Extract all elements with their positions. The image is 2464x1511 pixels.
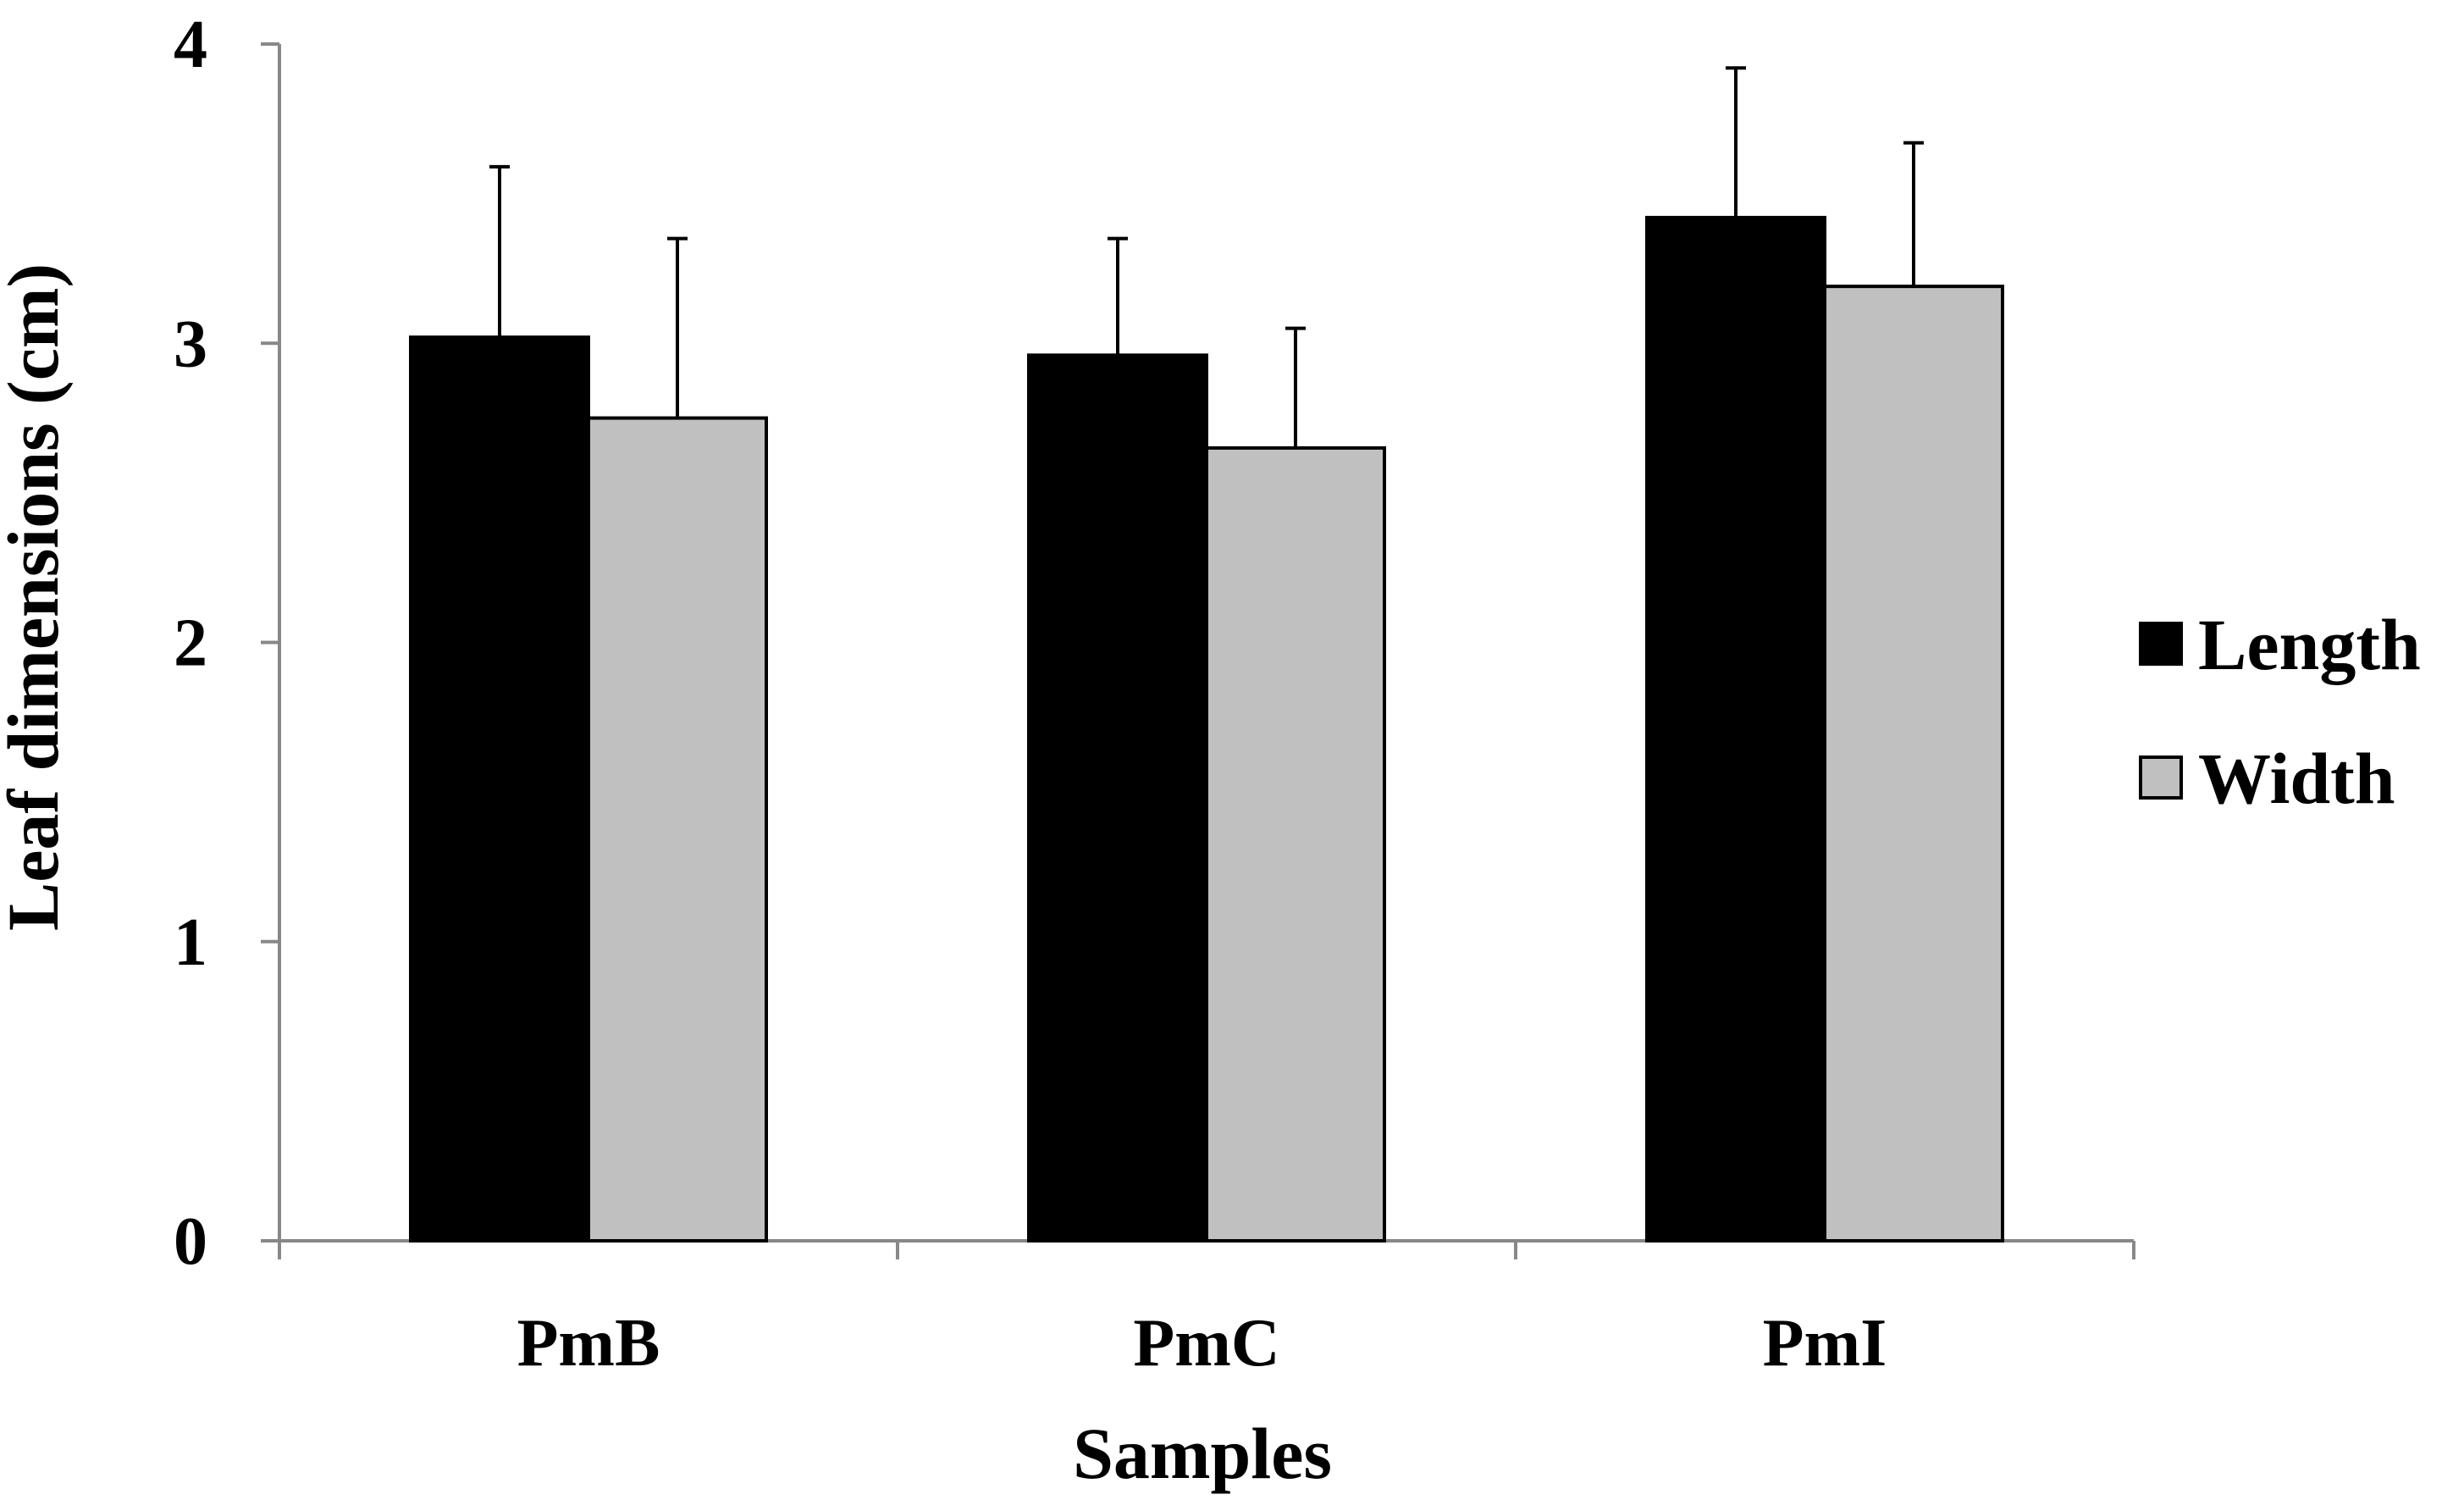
x-axis-title: Samples [1073,1413,1332,1494]
legend-swatch-length [2139,622,2183,666]
y-axis-title: Leaf dimensions (cm) [0,263,74,931]
bar-length-pmi [1645,215,1826,1243]
bars [409,215,2004,1243]
legend-label-length: Length [2198,604,2421,685]
legend-swatch-width [2139,756,2183,800]
bar-length-pmb [409,335,590,1243]
y-tick-label: 1 [174,905,207,980]
bar-length-pmc [1027,353,1208,1243]
y-tick-label: 0 [174,1204,207,1279]
bar-width-pmi [1823,285,2004,1243]
tick-labels: 0 1 2 3 4 PmB PmC PmI [174,8,1887,1381]
x-tick-label: PmI [1763,1306,1887,1381]
legend: Length Width [2139,604,2421,819]
x-tick-label: PmB [517,1306,660,1381]
error-bars [489,66,1924,448]
bar-width-pmc [1205,446,1386,1243]
legend-label-width: Width [2198,738,2395,819]
x-tick-label: PmC [1133,1306,1279,1381]
bar-width-pmb [587,416,768,1243]
y-tick-label: 3 [174,307,207,381]
y-tick-label: 4 [174,8,207,82]
y-tick-label: 2 [174,606,207,681]
